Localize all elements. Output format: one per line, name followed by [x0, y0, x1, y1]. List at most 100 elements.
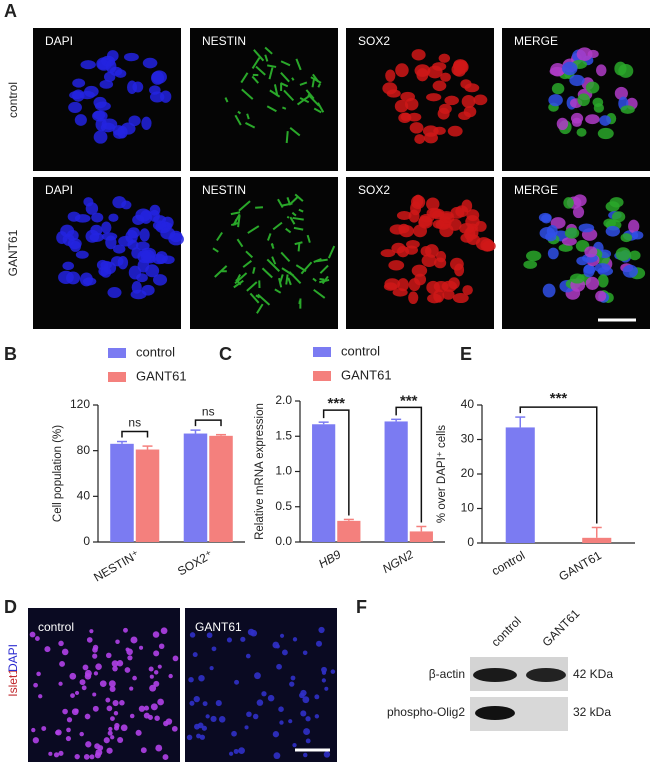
nucleus — [160, 227, 176, 240]
nucleus — [139, 228, 150, 242]
cell — [256, 699, 264, 706]
nucleus — [75, 250, 89, 259]
cell — [153, 680, 160, 687]
significance-label: *** — [550, 390, 568, 407]
bar — [384, 421, 408, 542]
cell — [299, 692, 305, 699]
neurite — [236, 274, 242, 281]
nucleus — [578, 223, 595, 233]
cell — [65, 735, 72, 742]
nucleus — [432, 62, 447, 71]
neurite — [285, 131, 289, 144]
nucleus — [431, 210, 445, 220]
neurite — [251, 75, 260, 84]
cell — [84, 713, 91, 720]
neurite — [261, 267, 273, 279]
x-tick-label: SOX2⁺ — [175, 547, 215, 578]
image-label: DAPI — [45, 34, 73, 48]
cell — [99, 680, 107, 687]
cell — [149, 674, 154, 679]
nucleus — [109, 66, 123, 76]
cell — [172, 655, 179, 662]
legend-swatch — [108, 372, 126, 382]
neurite — [274, 288, 282, 294]
nucleus — [411, 264, 428, 277]
bar — [337, 520, 361, 542]
nucleus — [107, 286, 122, 298]
nucleus — [572, 205, 585, 219]
y-tick-label: 0.5 — [275, 499, 292, 513]
nucleus — [117, 125, 128, 139]
y-tick-label: 30 — [461, 432, 475, 446]
nucleus — [614, 61, 627, 76]
cell — [267, 694, 275, 702]
bar — [209, 435, 233, 542]
neurite — [307, 93, 320, 107]
cell — [92, 692, 97, 697]
size-label: 42 KDa — [573, 667, 613, 681]
nucleus — [538, 212, 552, 223]
nucleus — [426, 93, 442, 102]
cell — [233, 748, 239, 754]
nucleus — [595, 290, 607, 302]
bar — [183, 433, 208, 542]
cell — [250, 629, 258, 637]
cell — [112, 665, 118, 672]
cell — [59, 661, 65, 667]
cell — [129, 713, 135, 719]
cell — [71, 708, 79, 716]
neurite — [257, 293, 271, 306]
cell — [201, 725, 207, 731]
neurite — [233, 279, 244, 289]
cell — [107, 730, 113, 736]
column-label: control — [488, 614, 523, 649]
y-axis-label: Cell population (%) — [52, 425, 64, 522]
cell — [290, 675, 296, 681]
image-label: control — [38, 620, 74, 634]
neurite — [246, 113, 250, 120]
size-label: 32 kDa — [573, 705, 611, 719]
nucleus — [395, 63, 409, 78]
neurite — [291, 77, 295, 81]
neurite — [255, 206, 264, 209]
cell — [149, 684, 157, 692]
nucleus — [614, 86, 628, 100]
neurite — [251, 57, 261, 69]
nucleus — [396, 210, 412, 220]
neurite — [299, 97, 310, 104]
cell — [240, 636, 246, 642]
nucleus — [542, 283, 556, 298]
neurite — [270, 243, 275, 250]
neurite — [256, 303, 264, 314]
nucleus — [432, 80, 447, 92]
nucleus — [576, 256, 589, 266]
neurite — [319, 264, 329, 274]
bar — [312, 424, 336, 542]
nucleus — [631, 230, 644, 240]
neurite — [230, 211, 241, 216]
nucleus — [558, 243, 573, 252]
neurite — [281, 267, 295, 277]
cell — [321, 670, 327, 675]
cell — [238, 747, 245, 754]
cell — [113, 725, 120, 731]
neurite — [312, 73, 320, 83]
neurite — [279, 274, 284, 283]
cell — [33, 682, 38, 688]
nucleus — [422, 125, 439, 137]
cell — [292, 742, 297, 748]
nucleus — [427, 293, 442, 304]
nucleus — [388, 260, 405, 271]
cell — [135, 729, 142, 736]
x-tick-label: NESTIN⁺ — [91, 547, 142, 584]
neurite — [306, 234, 311, 243]
cell — [168, 673, 173, 679]
cell — [218, 716, 226, 723]
nucleus — [549, 66, 565, 76]
cell — [244, 725, 249, 730]
nucleus — [593, 103, 604, 113]
neurite — [249, 292, 260, 304]
nucleus — [460, 79, 472, 89]
nucleus — [599, 115, 611, 126]
nucleus — [394, 99, 409, 113]
